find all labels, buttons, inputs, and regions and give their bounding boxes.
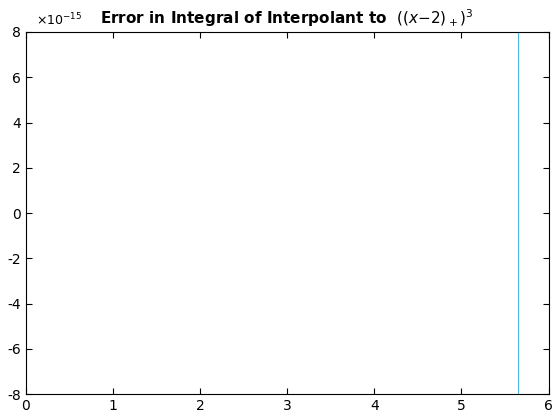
Title: Error in Integral of Interpolant to  $((x\mathrm{-}2)_+)^3$: Error in Integral of Interpolant to $((x… — [100, 7, 474, 29]
Text: $\times10^{-15}$: $\times10^{-15}$ — [36, 12, 82, 29]
